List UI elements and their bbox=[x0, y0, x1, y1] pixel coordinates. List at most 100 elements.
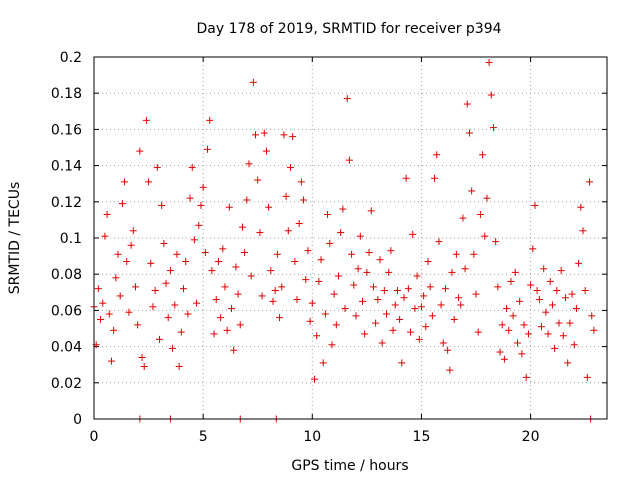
y-axis-label: SRMTID / TECUs bbox=[7, 182, 23, 295]
data-point bbox=[411, 305, 419, 313]
data-point bbox=[147, 259, 155, 267]
data-point bbox=[398, 359, 406, 367]
data-point bbox=[483, 194, 491, 202]
data-point bbox=[169, 344, 177, 352]
data-point bbox=[389, 326, 397, 334]
data-point bbox=[134, 321, 142, 329]
data-point bbox=[363, 268, 371, 276]
data-point bbox=[112, 274, 120, 282]
x-tick-label: 0 bbox=[90, 429, 99, 445]
data-point bbox=[496, 348, 504, 356]
data-point bbox=[444, 346, 452, 354]
data-point bbox=[151, 286, 159, 294]
data-point bbox=[533, 286, 541, 294]
data-point bbox=[171, 301, 179, 309]
data-point bbox=[265, 203, 273, 211]
data-point bbox=[376, 256, 384, 264]
data-point bbox=[234, 290, 242, 298]
data-point bbox=[513, 339, 521, 347]
data-point bbox=[570, 341, 578, 349]
data-point bbox=[343, 95, 351, 103]
data-point bbox=[101, 232, 109, 240]
data-point bbox=[354, 265, 362, 273]
y-tick-label: 0.18 bbox=[51, 86, 82, 102]
data-point bbox=[476, 210, 484, 218]
data-point bbox=[439, 339, 447, 347]
data-point bbox=[173, 250, 181, 258]
data-point bbox=[424, 258, 432, 266]
data-point bbox=[145, 178, 153, 186]
data-point bbox=[356, 232, 364, 240]
data-point bbox=[511, 268, 519, 276]
data-point bbox=[393, 286, 401, 294]
data-point bbox=[289, 133, 297, 141]
data-point bbox=[575, 259, 583, 267]
data-point bbox=[540, 265, 548, 273]
data-point bbox=[385, 268, 393, 276]
data-point bbox=[276, 314, 284, 322]
data-point bbox=[446, 366, 454, 374]
data-point bbox=[448, 268, 456, 276]
data-point bbox=[583, 373, 591, 381]
data-point bbox=[465, 129, 473, 137]
data-point bbox=[138, 353, 146, 361]
data-point bbox=[313, 332, 321, 340]
data-point bbox=[509, 312, 517, 320]
data-point bbox=[278, 283, 286, 291]
data-point bbox=[520, 321, 528, 329]
data-point bbox=[149, 303, 157, 311]
data-point bbox=[332, 321, 340, 329]
data-point bbox=[308, 299, 316, 307]
data-point bbox=[524, 330, 532, 338]
data-point bbox=[535, 296, 543, 304]
data-point bbox=[142, 116, 150, 124]
data-point bbox=[310, 375, 318, 383]
data-point bbox=[352, 312, 360, 320]
data-point bbox=[441, 285, 449, 293]
data-point bbox=[380, 286, 388, 294]
data-point bbox=[238, 223, 246, 231]
data-point bbox=[463, 100, 471, 108]
data-point bbox=[118, 200, 126, 208]
data-point bbox=[158, 201, 166, 209]
data-point bbox=[153, 163, 161, 171]
data-point bbox=[474, 328, 482, 336]
data-point bbox=[586, 178, 594, 186]
data-point bbox=[555, 319, 563, 327]
data-point bbox=[487, 91, 495, 99]
data-point bbox=[566, 319, 574, 327]
data-point bbox=[391, 301, 399, 309]
data-point bbox=[155, 335, 163, 343]
data-point bbox=[321, 310, 329, 318]
data-point bbox=[577, 203, 585, 211]
data-point bbox=[350, 281, 358, 289]
data-point bbox=[505, 326, 513, 334]
data-point bbox=[201, 248, 209, 256]
data-point bbox=[291, 258, 299, 266]
data-point bbox=[538, 323, 546, 331]
data-point bbox=[267, 267, 275, 275]
data-point bbox=[214, 258, 222, 266]
data-point bbox=[190, 236, 198, 244]
data-point bbox=[223, 326, 231, 334]
data-point bbox=[479, 151, 487, 159]
data-point bbox=[455, 294, 463, 302]
data-point bbox=[437, 301, 445, 309]
data-point bbox=[428, 312, 436, 320]
data-point bbox=[125, 308, 133, 316]
data-point bbox=[435, 238, 443, 246]
data-point bbox=[407, 328, 415, 336]
data-point bbox=[273, 250, 281, 258]
data-point bbox=[212, 296, 220, 304]
data-point bbox=[129, 227, 137, 235]
data-point bbox=[415, 335, 423, 343]
data-point bbox=[262, 147, 270, 155]
data-point bbox=[247, 272, 255, 280]
data-point bbox=[123, 258, 131, 266]
data-point bbox=[295, 220, 303, 228]
data-point bbox=[531, 201, 539, 209]
data-point bbox=[177, 328, 185, 336]
data-point bbox=[182, 258, 190, 266]
data-point bbox=[562, 294, 570, 302]
data-point bbox=[208, 267, 216, 275]
